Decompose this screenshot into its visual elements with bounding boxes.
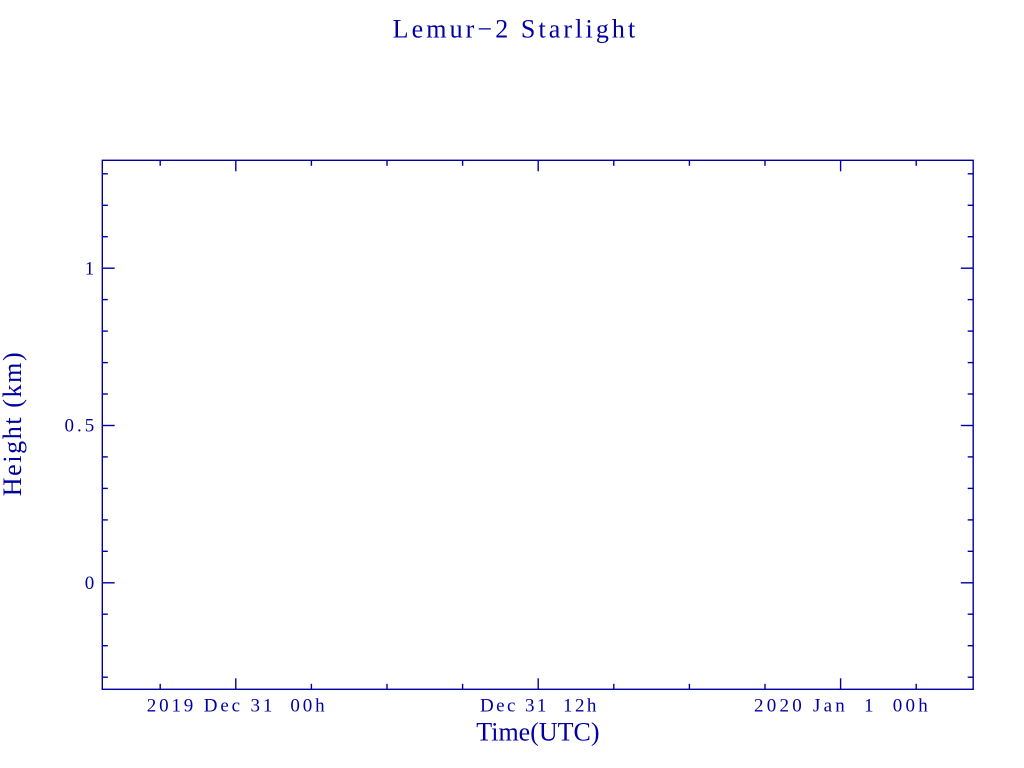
svg-text:Time(UTC): Time(UTC)	[476, 718, 599, 747]
svg-text:1: 1	[85, 259, 98, 280]
svg-text:Lemur−2 Starlight: Lemur−2 Starlight	[393, 15, 639, 44]
svg-text:0: 0	[85, 573, 98, 594]
svg-text:2019 Dec 31 00h: 2019 Dec 31 00h	[147, 696, 328, 717]
svg-text:Height (km): Height (km)	[0, 351, 27, 496]
svg-text:2020 Jan 1 00h: 2020 Jan 1 00h	[754, 696, 931, 717]
svg-text:Dec 31 12h: Dec 31 12h	[480, 696, 599, 717]
svg-text:0.5: 0.5	[65, 416, 98, 437]
